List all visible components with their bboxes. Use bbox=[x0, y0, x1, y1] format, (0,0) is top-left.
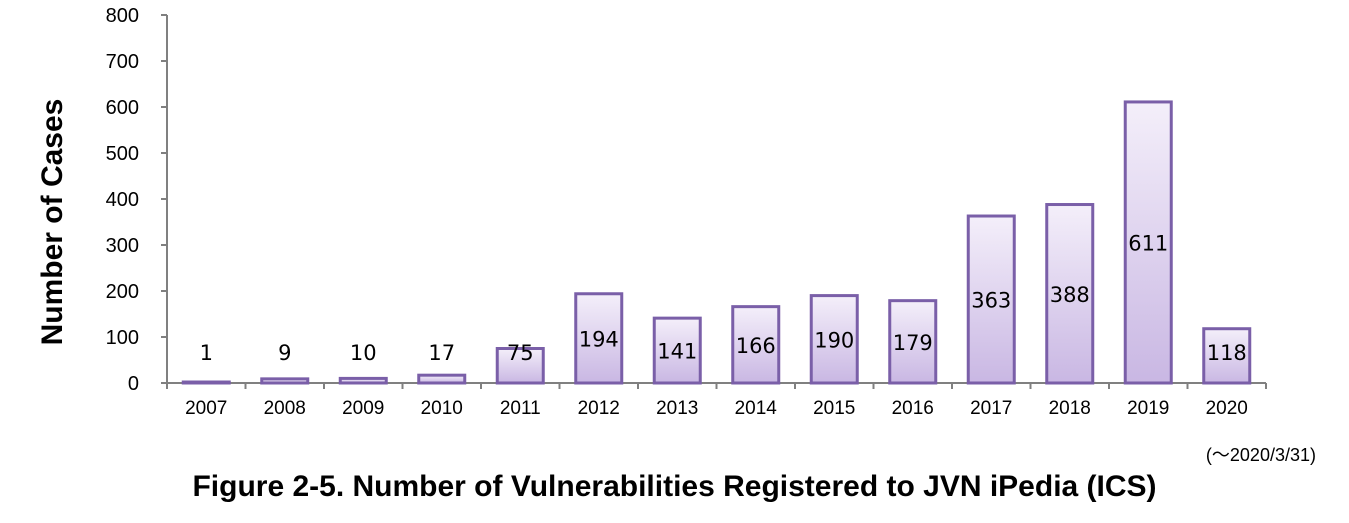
y-tick-label: 600 bbox=[106, 97, 139, 119]
x-tick-label: 2013 bbox=[656, 398, 698, 419]
bar-2019 bbox=[1123, 100, 1173, 385]
bar-2012 bbox=[574, 292, 624, 385]
y-tick-label: 300 bbox=[106, 235, 139, 257]
y-tick-label: 800 bbox=[106, 5, 139, 27]
x-tick-label: 2017 bbox=[970, 398, 1012, 419]
x-tick-label: 2012 bbox=[578, 398, 620, 419]
data-label: 190 bbox=[814, 328, 854, 352]
bar-2014 bbox=[731, 305, 781, 385]
data-label: 166 bbox=[736, 334, 776, 358]
bar-2015 bbox=[809, 294, 859, 385]
data-label: 611 bbox=[1128, 231, 1168, 255]
x-tick-label: 2020 bbox=[1206, 398, 1248, 419]
data-label: 363 bbox=[971, 289, 1011, 313]
data-label: 9 bbox=[278, 341, 291, 365]
bar-2020 bbox=[1202, 327, 1252, 385]
bar-2013 bbox=[652, 316, 702, 385]
x-tick-label: 2007 bbox=[185, 398, 227, 419]
y-tick-label: 700 bbox=[106, 51, 139, 73]
y-tick-label: 0 bbox=[128, 373, 139, 395]
y-tick-label: 400 bbox=[106, 189, 139, 211]
x-tick-label: 2019 bbox=[1127, 398, 1169, 419]
data-label: 141 bbox=[657, 340, 697, 364]
bar-2009 bbox=[338, 376, 388, 385]
bar-2017 bbox=[966, 214, 1016, 385]
x-tick-label: 2008 bbox=[264, 398, 306, 419]
data-label: 118 bbox=[1207, 341, 1247, 365]
bar-2007 bbox=[181, 380, 231, 385]
data-label: 388 bbox=[1050, 283, 1090, 307]
x-tick-label: 2009 bbox=[342, 398, 384, 419]
y-tick-label: 500 bbox=[106, 143, 139, 165]
data-label: 194 bbox=[579, 327, 619, 351]
x-tick-label: 2011 bbox=[500, 398, 541, 419]
bar-2010 bbox=[417, 373, 467, 385]
bar-2018 bbox=[1045, 203, 1095, 385]
y-axis-title: Number of Cases bbox=[36, 99, 69, 346]
bar-chart: Number of Cases 0 100 200 300 400 500 600 700 80… bbox=[36, 5, 1267, 419]
figure-caption: Figure 2-5. Number of Vulnerabilities Re… bbox=[192, 470, 1157, 503]
y-tick-label: 200 bbox=[106, 281, 139, 303]
x-tick-label: 2010 bbox=[421, 398, 463, 419]
bar-2011 bbox=[495, 347, 545, 385]
data-label: 10 bbox=[350, 341, 377, 365]
data-label: 75 bbox=[507, 341, 534, 365]
y-tick-label: 100 bbox=[106, 327, 139, 349]
x-tick-label: 2014 bbox=[735, 398, 778, 419]
x-tick-label: 2015 bbox=[813, 398, 855, 419]
x-tick-label: 2016 bbox=[892, 398, 934, 419]
x-tick-label: 2018 bbox=[1049, 398, 1091, 419]
data-label: 179 bbox=[893, 331, 933, 355]
bar-2008 bbox=[260, 377, 310, 385]
date-note: (～2020/3/31) bbox=[1205, 445, 1316, 465]
bar-2016 bbox=[888, 299, 938, 385]
data-label: 1 bbox=[200, 341, 213, 365]
data-label: 17 bbox=[428, 341, 455, 365]
